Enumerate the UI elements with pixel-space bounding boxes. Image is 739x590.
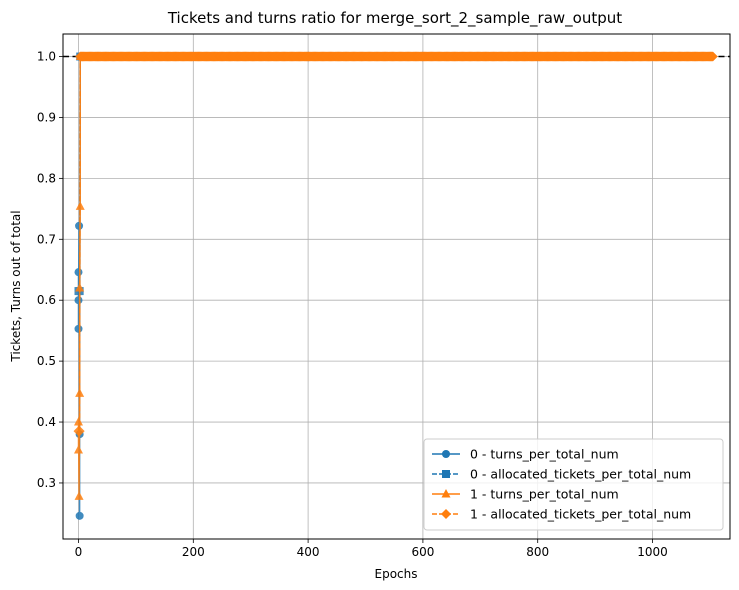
circle-marker [75, 511, 84, 520]
triangle-marker [73, 445, 83, 454]
triangle-marker [73, 417, 83, 426]
diamond-marker [74, 426, 85, 437]
y-axis-label: Tickets, Turns out of total [9, 210, 23, 362]
legend-label: 0 - allocated_tickets_per_total_num [470, 467, 691, 482]
x-tick-label: 1000 [637, 545, 668, 559]
legend-item: 1 - turns_per_total_num [432, 487, 619, 502]
chart-title: Tickets and turns ratio for merge_sort_2… [167, 9, 622, 28]
series-1-turns-per-total-num [73, 51, 714, 500]
legend-label: 1 - allocated_tickets_per_total_num [470, 507, 691, 522]
x-tick-label: 400 [297, 545, 320, 559]
series-line [78, 55, 714, 432]
circle-marker [74, 268, 83, 277]
y-tick-label: 0.6 [37, 293, 56, 307]
series-layer [73, 51, 718, 520]
circle-marker [442, 450, 450, 458]
y-tick-label: 0.5 [37, 354, 56, 368]
triangle-marker [75, 283, 85, 292]
triangle-marker [441, 489, 451, 498]
legend-item: 0 - turns_per_total_num [432, 447, 619, 462]
circle-marker [74, 324, 83, 333]
x-tick-label: 800 [526, 545, 549, 559]
x-tick-label: 600 [411, 545, 434, 559]
series-line [78, 55, 714, 292]
triangle-marker [74, 491, 84, 500]
x-tick-label: 0 [75, 545, 83, 559]
series-line [77, 55, 714, 497]
circle-marker [74, 296, 83, 305]
legend: 0 - turns_per_total_num 0 - allocated_tic… [423, 438, 724, 531]
square-marker [442, 470, 450, 478]
y-axis-ticks: 0.3 0.4 0.5 0.6 0.7 0.8 0.9 1.0 [37, 50, 63, 490]
legend-item: 1 - allocated_tickets_per_total_num [432, 507, 691, 522]
series-1-allocated-tickets-per-total-num [73, 51, 714, 437]
y-tick-label: 0.3 [37, 476, 56, 490]
legend-label: 1 - turns_per_total_num [470, 487, 619, 502]
x-tick-label: 200 [182, 545, 205, 559]
y-tick-label: 0.8 [37, 171, 56, 185]
x-axis-ticks: 0 200 400 600 800 1000 [75, 539, 668, 559]
legend-label: 0 - turns_per_total_num [470, 447, 619, 462]
diamond-marker [707, 51, 718, 62]
dense-markers-y1 [76, 51, 718, 62]
y-tick-label: 1.0 [37, 50, 56, 64]
x-axis-label: Epochs [375, 567, 418, 581]
legend-box [423, 438, 724, 531]
series-0-allocated-tickets-per-total-num [74, 52, 714, 296]
y-tick-label: 0.9 [37, 110, 56, 124]
plot-frame [62, 33, 731, 540]
y-tick-label: 0.4 [37, 415, 56, 429]
legend-item: 0 - allocated_tickets_per_total_num [432, 467, 691, 482]
y-tick-label: 0.7 [37, 232, 56, 246]
diamond-marker [441, 509, 451, 519]
